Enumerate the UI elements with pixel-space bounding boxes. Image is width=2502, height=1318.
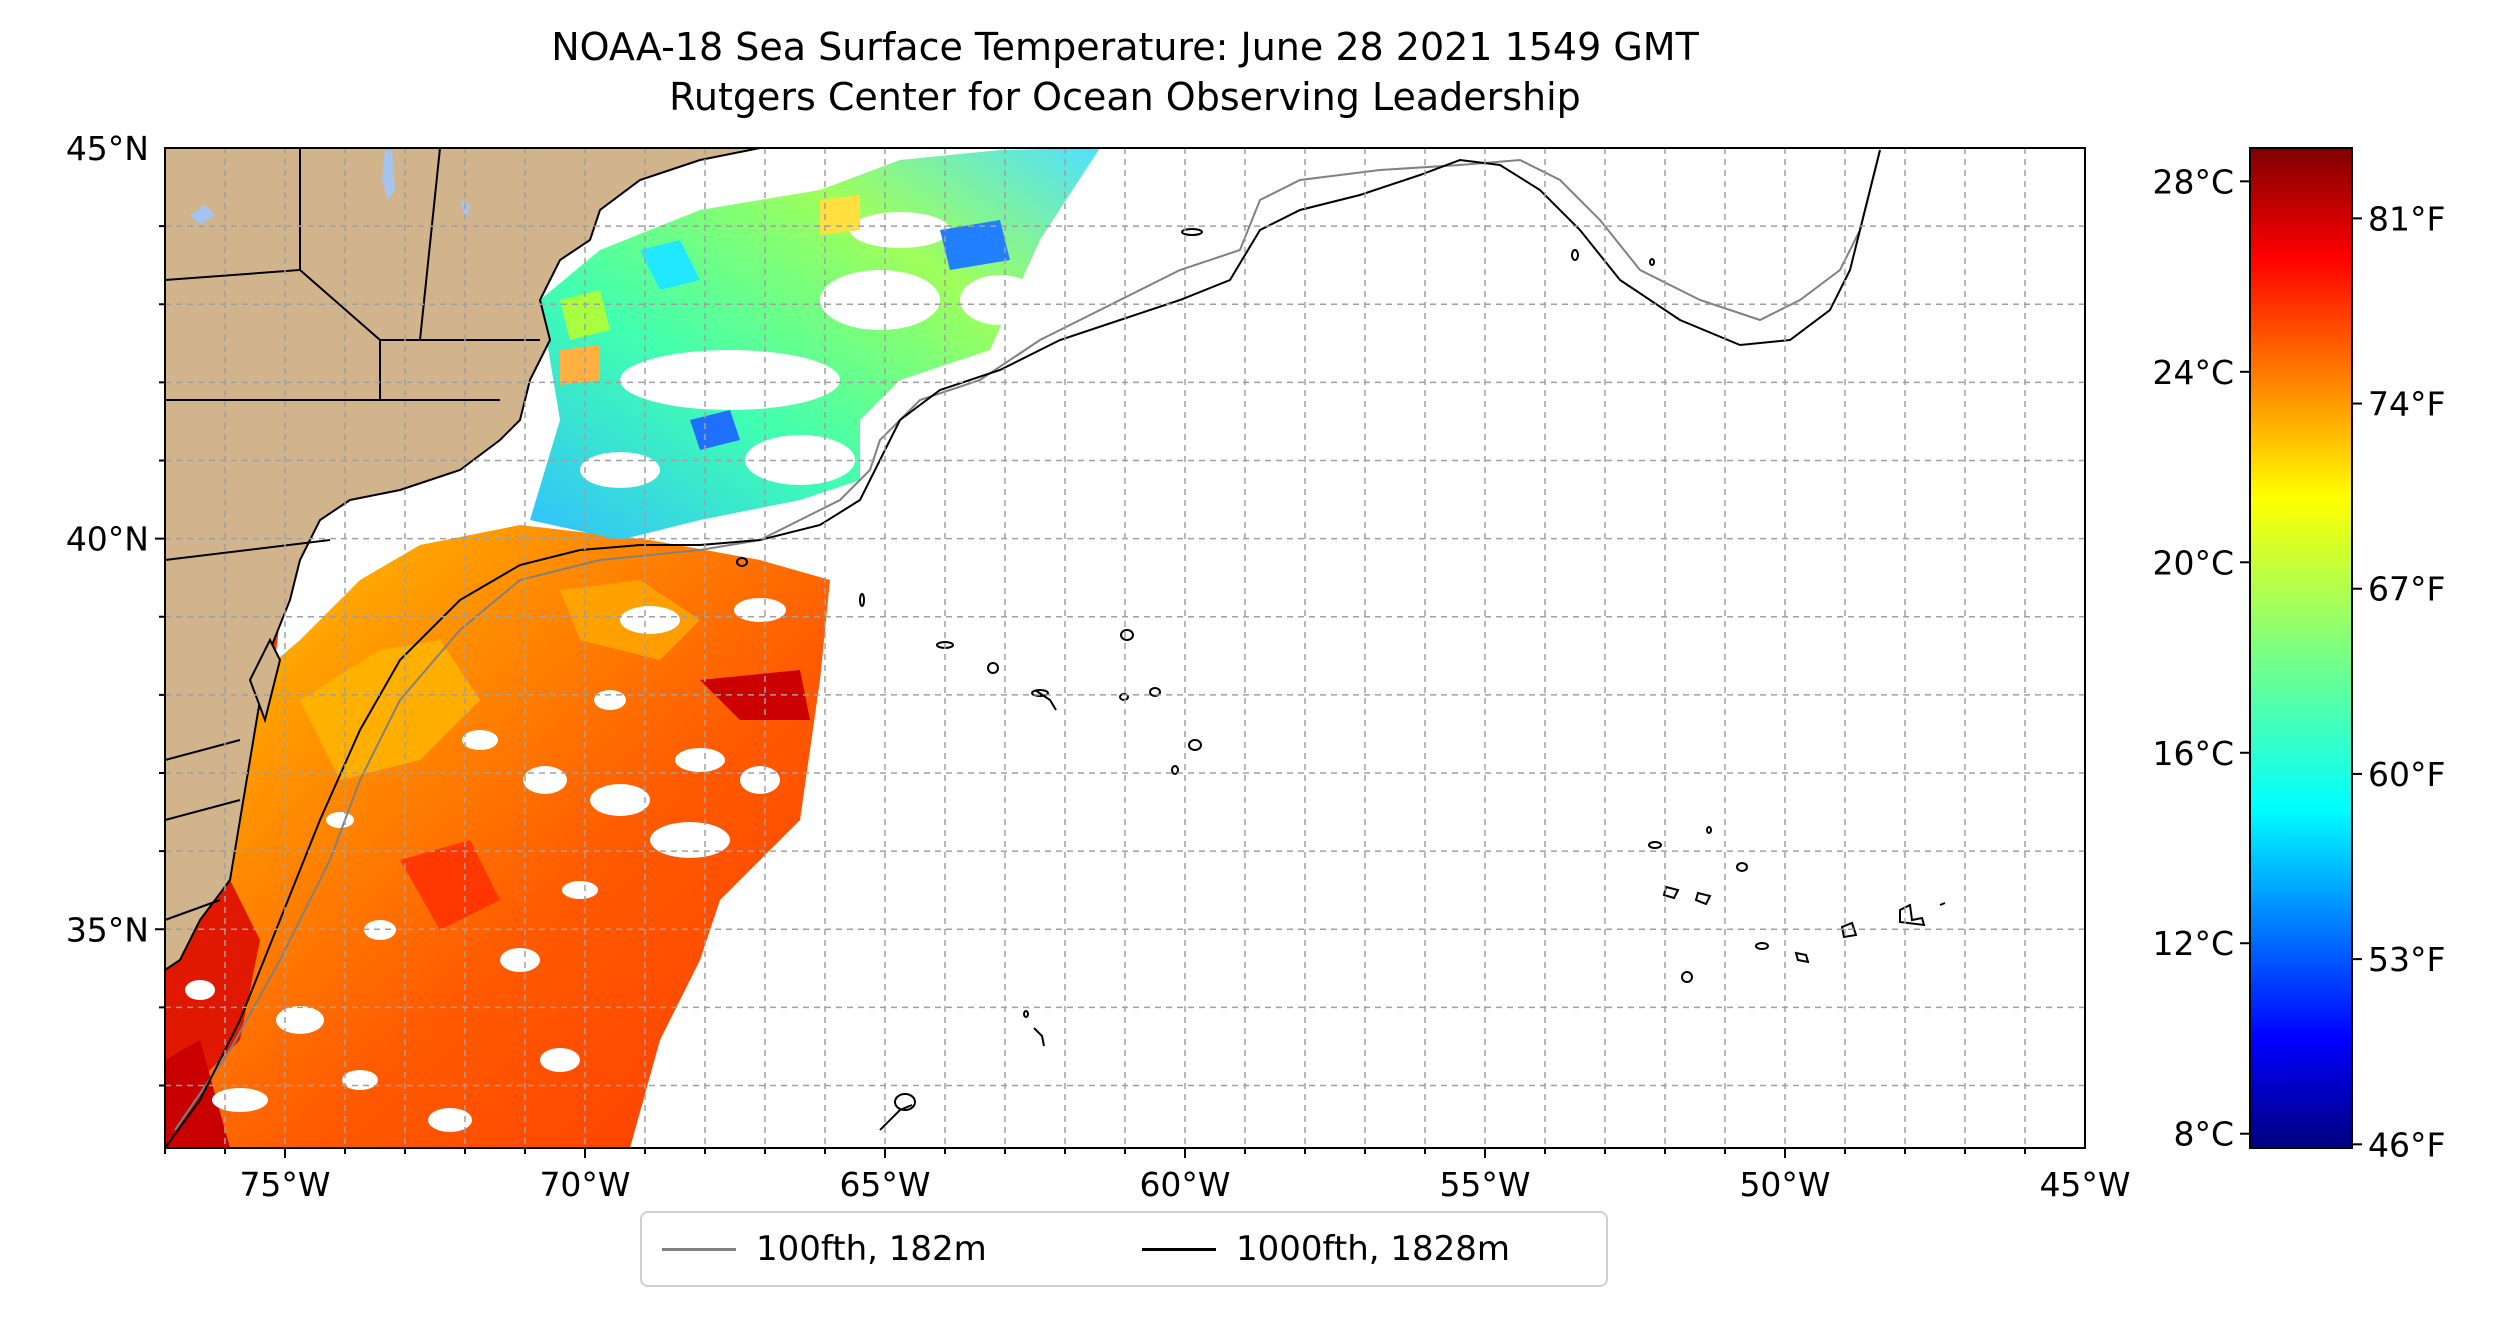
colorbar-celsius-label: 12°C	[2152, 924, 2234, 963]
lat-tick-label: 45°N	[66, 129, 149, 168]
latitude-labels: 45°N 40°N 35°N	[66, 129, 149, 949]
seamount-contours	[736, 228, 1946, 1131]
colorbar-fahrenheit-label: 60°F	[2368, 755, 2445, 794]
colorbar-fahrenheit-label: 46°F	[2368, 1125, 2445, 1164]
colorbar-celsius-label: 8°C	[2173, 1115, 2234, 1154]
lon-tick-label: 45°W	[2039, 1165, 2130, 1204]
lon-tick-label: 60°W	[1139, 1165, 1230, 1204]
colorbar-fahrenheit-label: 74°F	[2368, 385, 2445, 424]
colorbar-fahrenheit-label: 81°F	[2368, 199, 2445, 238]
sst-swath-cool	[530, 148, 1100, 540]
colorbar-fahrenheit-labels: 81°F 74°F 67°F 60°F 53°F 46°F	[2368, 199, 2445, 1164]
contour-1000fth	[165, 149, 1881, 1148]
lon-tick-label: 65°W	[839, 1165, 930, 1204]
legend-item-1000fth: 1000fth, 1828m	[1142, 1213, 1510, 1285]
axis-ticks	[155, 225, 2026, 1158]
lon-tick-label: 70°W	[539, 1165, 630, 1204]
longitude-labels: 75°W 70°W 65°W 60°W 55°W 50°W 45°W	[239, 1165, 2130, 1204]
legend-swatch-1000fth	[1142, 1247, 1216, 1251]
colorbar-fahrenheit-label: 53°F	[2368, 940, 2445, 979]
lon-tick-label: 75°W	[239, 1165, 330, 1204]
colorbar-ticks	[2240, 180, 2362, 1146]
legend: 100fth, 182m 1000fth, 1828m	[640, 1211, 1608, 1287]
legend-label-100fth: 100fth, 182m	[756, 1229, 987, 1269]
lon-tick-label: 50°W	[1739, 1165, 1830, 1204]
lat-tick-label: 40°N	[66, 520, 149, 559]
colorbar-celsius-label: 16°C	[2152, 734, 2234, 773]
state-borders	[165, 148, 540, 921]
lon-tick-label: 55°W	[1439, 1165, 1530, 1204]
contour-100fth	[174, 149, 1881, 1131]
colorbar-celsius-label: 20°C	[2152, 543, 2234, 582]
colorbar-celsius-labels: 28°C 24°C 20°C 16°C 12°C 8°C	[2152, 162, 2234, 1153]
legend-item-100fth: 100fth, 182m	[662, 1213, 987, 1285]
legend-swatch-100fth	[662, 1247, 736, 1251]
map-title: NOAA-18 Sea Surface Temperature: June 28…	[165, 22, 2085, 122]
colorbar	[2249, 147, 2353, 1149]
land-mass	[165, 148, 761, 972]
colorbar-celsius-label: 28°C	[2152, 162, 2234, 201]
title-line-1: NOAA-18 Sea Surface Temperature: June 28…	[551, 25, 1699, 69]
legend-label-1000fth: 1000fth, 1828m	[1236, 1229, 1511, 1269]
colorbar-fahrenheit-label: 67°F	[2368, 570, 2445, 609]
map-gridlines	[165, 148, 2085, 1148]
title-line-2: Rutgers Center for Ocean Observing Leade…	[669, 75, 1581, 119]
lat-tick-label: 35°N	[66, 910, 149, 949]
colorbar-celsius-label: 24°C	[2152, 353, 2234, 392]
